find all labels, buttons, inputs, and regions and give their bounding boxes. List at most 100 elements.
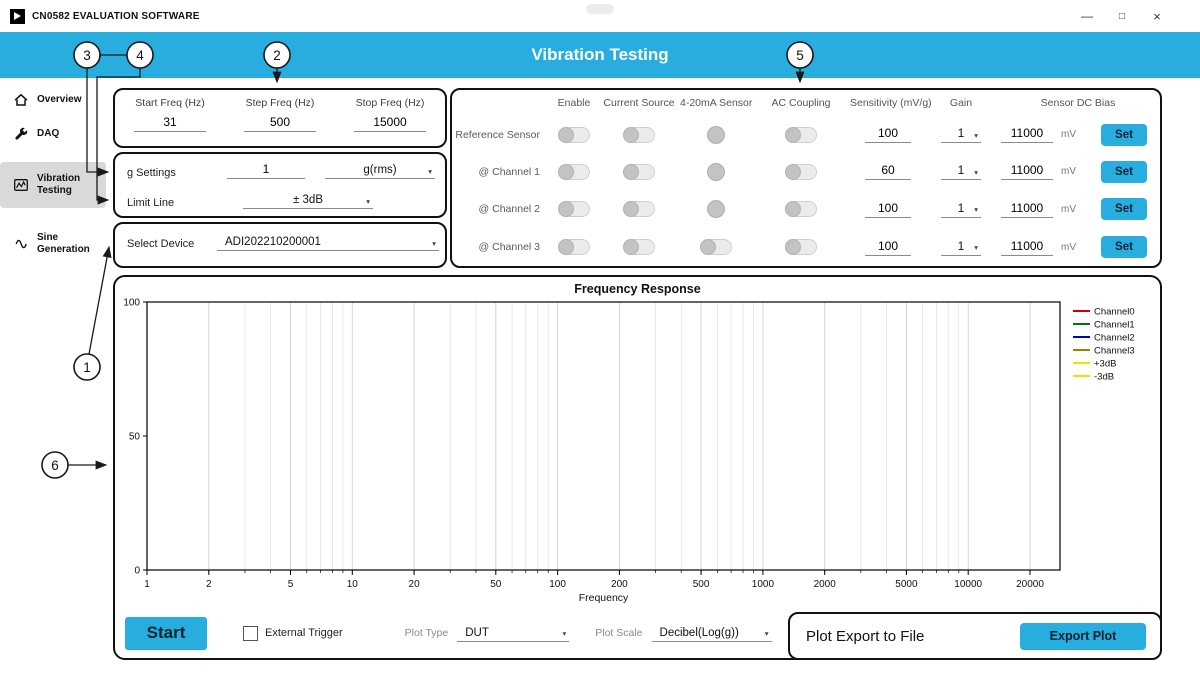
maximize-button[interactable]: □: [1118, 10, 1126, 22]
frequency-response-chart: 1 2 5 10 20 50 100 200 500 1000 2000 5000 10000 20000…: [123, 298, 1135, 605]
sensitivity-input[interactable]: 100: [865, 126, 911, 143]
select-device-label: Select Device: [127, 238, 195, 250]
chevron-down-icon: [366, 198, 370, 206]
minimize-button[interactable]: —: [1081, 9, 1093, 23]
freq-panel-grid: Start Freq (Hz) 31 Step Freq (Hz) 500 Stop F…: [115, 90, 445, 146]
plot-type-dropdown[interactable]: DUT: [457, 625, 570, 642]
freq-input[interactable]: 31: [134, 115, 206, 132]
channel-row-label: @ Channel 2: [478, 203, 540, 215]
start-button[interactable]: Start: [125, 616, 207, 650]
column-header-sensitivity-mv-g-: Sensitivity (mV/g): [850, 97, 932, 109]
sensor-420-indicator[interactable]: [707, 125, 725, 144]
g-settings-label: g Settings: [127, 167, 176, 179]
sidebar: Overview DAQ Vibration Testing Sine Generat…: [0, 78, 106, 675]
dc-bias-input[interactable]: 11000: [1001, 126, 1053, 143]
x-tick-label: 1: [144, 579, 150, 590]
limit-line-label: Limit Line: [127, 197, 175, 209]
channel-config-panel: Enable Current Source 4-20mA Sensor AC Coup…: [450, 88, 1162, 268]
x-tick-label: 5000: [895, 579, 918, 590]
x-tick-label: 10: [347, 579, 359, 590]
legend-item: Channel3: [1094, 346, 1135, 357]
x-tick-label: 10000: [954, 579, 982, 590]
plot-type-label: Plot Type: [404, 627, 449, 639]
ac-coupling-toggle[interactable]: [785, 163, 817, 180]
chevron-down-icon: [432, 240, 436, 248]
column-header-current-source: Current Source: [603, 97, 675, 109]
legend-item: -3dB: [1094, 372, 1114, 383]
frequency-response-panel: Frequency Response 1 2 5 10 20 50 100 200 500 100…: [113, 275, 1162, 660]
sensor-420-indicator[interactable]: [707, 162, 725, 181]
current-source-toggle[interactable]: [623, 201, 655, 217]
close-button[interactable]: ×: [1153, 8, 1161, 24]
gain-dropdown[interactable]: 1: [941, 126, 981, 143]
g-settings-input[interactable]: 1: [227, 162, 305, 179]
channel-grid: Enable Current Source 4-20mA Sensor AC Coup…: [452, 90, 1160, 266]
plot-scale-dropdown[interactable]: Decibel(Log(g)): [651, 625, 772, 642]
plot-export-panel: Plot Export to File Export Plot: [788, 612, 1162, 660]
dc-bias-input[interactable]: 11000: [1001, 163, 1053, 180]
sensitivity-input[interactable]: 100: [865, 201, 911, 218]
gain-dropdown[interactable]: 1: [941, 163, 981, 180]
gain-value: 1: [957, 238, 965, 253]
freq-input[interactable]: 15000: [354, 115, 426, 132]
select-device-dropdown[interactable]: ADI202210200001: [217, 234, 439, 251]
dc-bias-unit: mV: [1061, 166, 1076, 177]
current-source-toggle[interactable]: [623, 163, 655, 180]
dc-bias-unit: mV: [1061, 129, 1076, 140]
x-tick-label: 1000: [752, 579, 775, 590]
dc-bias-unit: mV: [1061, 203, 1076, 215]
y-tick-label: 50: [129, 432, 141, 443]
current-source-toggle[interactable]: [623, 126, 655, 143]
export-plot-button[interactable]: Export Plot: [1020, 622, 1146, 650]
sensitivity-input[interactable]: 100: [865, 239, 911, 256]
chevron-down-icon: [974, 206, 978, 214]
enable-toggle[interactable]: [558, 126, 590, 143]
g-units-dropdown[interactable]: g(rms): [325, 162, 435, 179]
dc-bias-input[interactable]: 11000: [1001, 239, 1053, 256]
field-label: Stop Freq (Hz): [355, 97, 425, 109]
sidebar-item-sine-generation[interactable]: Sine Generation: [0, 224, 106, 264]
set-button[interactable]: Set: [1101, 198, 1147, 220]
freq-input[interactable]: 500: [244, 115, 316, 132]
window-drag-handle[interactable]: [586, 4, 614, 14]
sensor-420-toggle[interactable]: [700, 239, 732, 255]
sidebar-item-label: Sine Generation: [37, 231, 90, 256]
ac-coupling-toggle[interactable]: [785, 239, 817, 255]
set-button[interactable]: Set: [1101, 236, 1147, 258]
dc-bias-input[interactable]: 11000: [1001, 201, 1053, 218]
chevron-down-icon: [428, 168, 432, 176]
sidebar-item-label: Overview: [37, 93, 82, 105]
enable-toggle[interactable]: [558, 201, 590, 217]
app-logo-icon: [10, 8, 25, 24]
x-tick-label: 20: [409, 579, 421, 590]
enable-toggle[interactable]: [558, 239, 590, 255]
sensor-420-indicator[interactable]: [707, 200, 725, 218]
x-tick-label: 200: [611, 579, 628, 590]
x-tick-label: 5: [288, 579, 294, 590]
limit-line-dropdown[interactable]: ± 3dB: [243, 192, 373, 209]
gain-value: 1: [957, 200, 965, 215]
ac-coupling-toggle[interactable]: [785, 126, 817, 143]
select-device-panel: Select Device ADI202210200001: [113, 222, 447, 268]
gain-dropdown[interactable]: 1: [941, 201, 981, 218]
sidebar-item-vibration-testing[interactable]: Vibration Testing: [0, 162, 106, 208]
current-source-toggle[interactable]: [623, 239, 655, 255]
external-trigger-checkbox[interactable]: [243, 625, 258, 641]
set-button[interactable]: Set: [1101, 160, 1147, 183]
field-label: Start Freq (Hz): [135, 97, 205, 109]
channel-row-label: Reference Sensor: [455, 128, 540, 141]
chevron-down-icon: [562, 630, 566, 638]
gain-dropdown[interactable]: 1: [941, 239, 981, 256]
x-tick-label: 100: [549, 579, 566, 590]
y-tick-label: 0: [134, 566, 140, 577]
set-button[interactable]: Set: [1101, 123, 1147, 146]
sensitivity-input[interactable]: 60: [865, 163, 911, 180]
ac-coupling-toggle[interactable]: [785, 201, 817, 217]
sidebar-item-daq[interactable]: DAQ: [0, 120, 106, 148]
enable-toggle[interactable]: [558, 163, 590, 180]
sidebar-item-overview[interactable]: Overview: [0, 86, 106, 114]
legend-item: Channel2: [1094, 333, 1135, 344]
column-header-sensor-dc-bias: Sensor DC Bias: [1040, 97, 1116, 109]
channel-row-label: @ Channel 1: [478, 165, 540, 178]
limit-line-value: ± 3dB: [293, 194, 323, 206]
